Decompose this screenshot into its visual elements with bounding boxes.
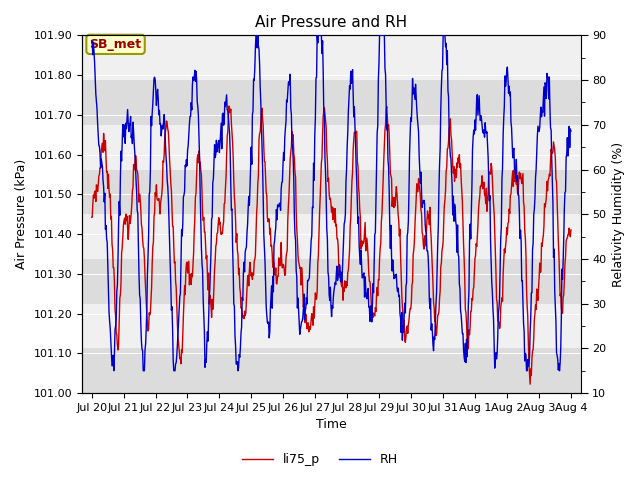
Legend: li75_p, RH: li75_p, RH — [237, 448, 403, 471]
Line: li75_p: li75_p — [92, 106, 571, 384]
li75_p — [117, 280, 125, 286]
li75_p — [367, 286, 374, 292]
RH — [252, 33, 260, 38]
li75_p — [526, 381, 534, 387]
Bar — [82, 304, 580, 348]
RH — [367, 303, 375, 309]
Line: RH: RH — [92, 36, 571, 371]
li75_p — [567, 227, 575, 233]
Bar — [82, 169, 580, 214]
li75_p — [394, 201, 401, 206]
RH — [118, 158, 125, 164]
Bar — [82, 125, 580, 169]
Bar — [82, 80, 580, 125]
RH — [394, 285, 402, 291]
Bar — [82, 214, 580, 259]
RH — [567, 128, 575, 134]
RH — [502, 84, 509, 89]
Bar — [82, 259, 580, 304]
Y-axis label: Air Pressure (kPa): Air Pressure (kPa) — [15, 159, 28, 269]
Title: Air Pressure and RH: Air Pressure and RH — [255, 15, 407, 30]
RH — [88, 38, 95, 44]
RH — [452, 223, 460, 229]
X-axis label: Time: Time — [316, 419, 347, 432]
li75_p — [225, 103, 233, 109]
RH — [110, 368, 118, 373]
Bar — [82, 36, 580, 80]
RH — [380, 33, 388, 38]
Y-axis label: Relativity Humidity (%): Relativity Humidity (%) — [612, 142, 625, 287]
li75_p — [452, 166, 460, 172]
li75_p — [501, 250, 509, 255]
li75_p — [88, 215, 95, 220]
Bar — [82, 348, 580, 393]
Text: SB_met: SB_met — [90, 38, 141, 51]
li75_p — [380, 177, 387, 183]
